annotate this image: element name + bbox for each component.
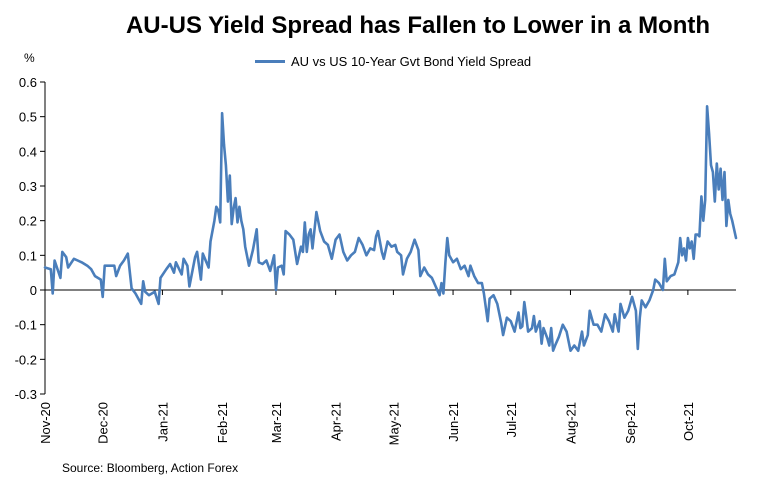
x-tick-label: Jun-21 [446,402,461,442]
x-tick-label: Jan-21 [155,402,170,442]
series-line [43,105,738,353]
x-tick-label: Aug-21 [563,402,578,444]
chart-plot: % -0.3 -0.2 -0.1 0 0.1 0.2 0.3 0.4 0.5 0.6 Nov-20 De… [15,51,738,445]
legend: AU vs US 10-Year Gvt Bond Yield Spread [255,53,531,69]
y-tick-label: 0.3 [19,179,37,194]
y-tick-label: 0.6 [19,75,37,90]
x-tick-label: May-21 [386,402,401,445]
x-tick-label: Apr-21 [329,402,344,441]
source-note: Source: Bloomberg, Action Forex [62,461,239,475]
x-tick-label: Jul-21 [504,402,519,437]
x-tick-label: Sep-21 [623,402,638,444]
x-tick-label: Dec-20 [96,402,111,444]
y-tick-label: -0.2 [15,352,37,367]
legend-label: AU vs US 10-Year Gvt Bond Yield Spread [291,53,532,69]
chart-title: AU-US Yield Spread has Fallen to Lower i… [125,12,711,39]
y-tick-label: -0.3 [15,387,37,402]
x-tick-label: Feb-21 [215,402,230,443]
y-tick-label: 0.4 [19,144,37,159]
y-tick-label: 0.1 [19,248,37,263]
y-tick-label: 0.5 [19,110,37,125]
y-axis-unit-label: % [24,51,35,65]
legend-swatch [255,59,285,63]
x-tick-label: Nov-20 [38,402,53,444]
x-tick-label: Oct-21 [681,402,696,441]
x-tick-label: Mar-21 [269,402,284,443]
y-tick-label: -0.1 [15,318,37,333]
y-tick-label: 0.2 [19,214,37,229]
y-tick-label: 0 [30,283,37,298]
